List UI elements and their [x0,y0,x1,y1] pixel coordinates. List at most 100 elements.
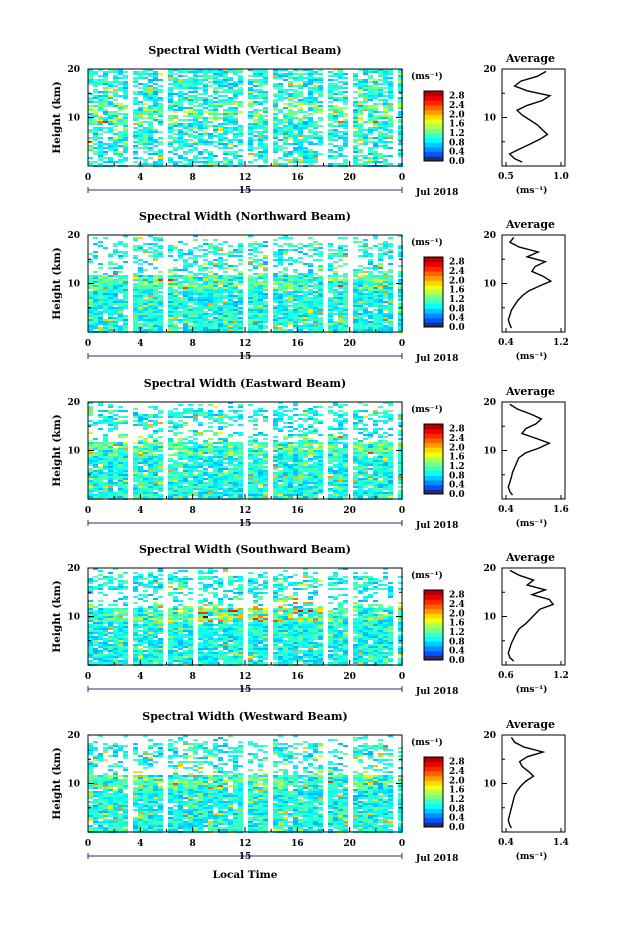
heatmap-cell [118,303,123,305]
heatmap-cell [258,143,263,145]
heatmap-cell [103,289,108,291]
heatmap-cell [378,315,383,317]
heatmap-cell [388,291,393,293]
heatmap-cell [248,452,253,454]
heatmap-cell [88,147,93,149]
heatmap-cell [248,83,253,85]
heatmap-cell [338,432,343,434]
heatmap-cell [108,303,113,305]
heatmap-cell [208,77,213,79]
heatmap-cell [333,297,338,299]
heatmap-cell [373,422,378,424]
heatmap-cell [383,279,388,281]
heatmap-cell [223,462,228,464]
heatmap-cell [338,135,343,137]
heatmap-cell [228,101,233,103]
heatmap-cell [373,287,378,289]
colorbar-segment [424,128,443,134]
heatmap-cell [378,121,383,123]
heatmap-cell [193,109,198,111]
heatmap-cell [198,255,203,257]
heatmap-cell [183,261,188,263]
heatmap-cell [253,414,258,416]
heatmap-cell [168,315,173,317]
heatmap-cell [208,307,213,309]
heatmap-cell [228,87,233,89]
heatmap-cell [178,426,183,428]
heatmap-cell [293,325,298,327]
heatmap-cell [93,135,98,137]
heatmap-cell [288,426,293,428]
heatmap-cell [378,285,383,287]
heatmap-cell [358,163,363,165]
heatmap-cell [378,460,383,462]
heatmap-cell [353,141,358,143]
heatmap-cell [238,279,243,281]
heatmap-cell [303,263,308,265]
heatmap-cell [288,117,293,119]
heatmap-cell [108,416,113,418]
heatmap-cell [313,418,318,420]
heatmap-cell [363,133,368,135]
heatmap-cell [148,247,153,249]
heatmap-cell [318,141,323,143]
heatmap-cell [338,454,343,456]
heatmap-cell [183,107,188,109]
heatmap-cell [133,317,138,319]
heatmap-cell [228,279,233,281]
day-line-ends [87,353,403,359]
heatmap-cell [378,420,383,422]
heatmap-cell [138,309,143,311]
heatmap-cell [98,317,103,319]
heatmap-cell [213,434,218,436]
heatmap-cell [118,89,123,91]
heatmap-cell [203,239,208,241]
heatmap-cell [383,73,388,75]
heatmap-cell [398,303,403,305]
heatmap-cell [328,105,333,107]
heatmap-cell [288,121,293,123]
heatmap-cell [388,275,393,277]
heatmap-cell [398,71,403,73]
heatmap-cell [303,85,308,87]
heatmap-cell [123,85,128,87]
heatmap-cell [123,147,128,149]
heatmap-cell [373,432,378,434]
heatmap-cell [198,410,203,412]
heatmap-cell [138,460,143,462]
heatmap-cell [178,125,183,127]
heatmap-cell [388,257,393,259]
heatmap-cell [113,289,118,291]
heatmap-cell [223,151,228,153]
heatmap-cell [233,325,238,327]
heatmap-cell [198,153,203,155]
heatmap-cell [168,289,173,291]
heatmap-cell [318,422,323,424]
heatmap-cell [148,277,153,279]
heatmap-cell [228,99,233,101]
heatmap-cell [388,454,393,456]
heatmap-cell [343,99,348,101]
heatmap-cell [298,139,303,141]
heatmap-cell [203,119,208,121]
heatmap-cell [198,121,203,123]
heatmap-cell [103,410,108,412]
heatmap-cell [213,285,218,287]
heatmap-cell [153,71,158,73]
heatmap-cell [98,319,103,321]
heatmap-cell [173,117,178,119]
heatmap-cell [178,319,183,321]
heatmap-cell [98,450,103,452]
heatmap-cell [208,327,213,329]
heatmap-cell [378,141,383,143]
heatmap-cell [333,115,338,117]
heatmap-cell [373,103,378,105]
heatmap-cell [293,309,298,311]
heatmap-cell [333,89,338,91]
heatmap-cell [198,83,203,85]
heatmap-cell [153,422,158,424]
heatmap-cell [133,414,138,416]
heatmap-cell [308,424,313,426]
heatmap-cell [303,438,308,440]
heatmap-cell [218,307,223,309]
